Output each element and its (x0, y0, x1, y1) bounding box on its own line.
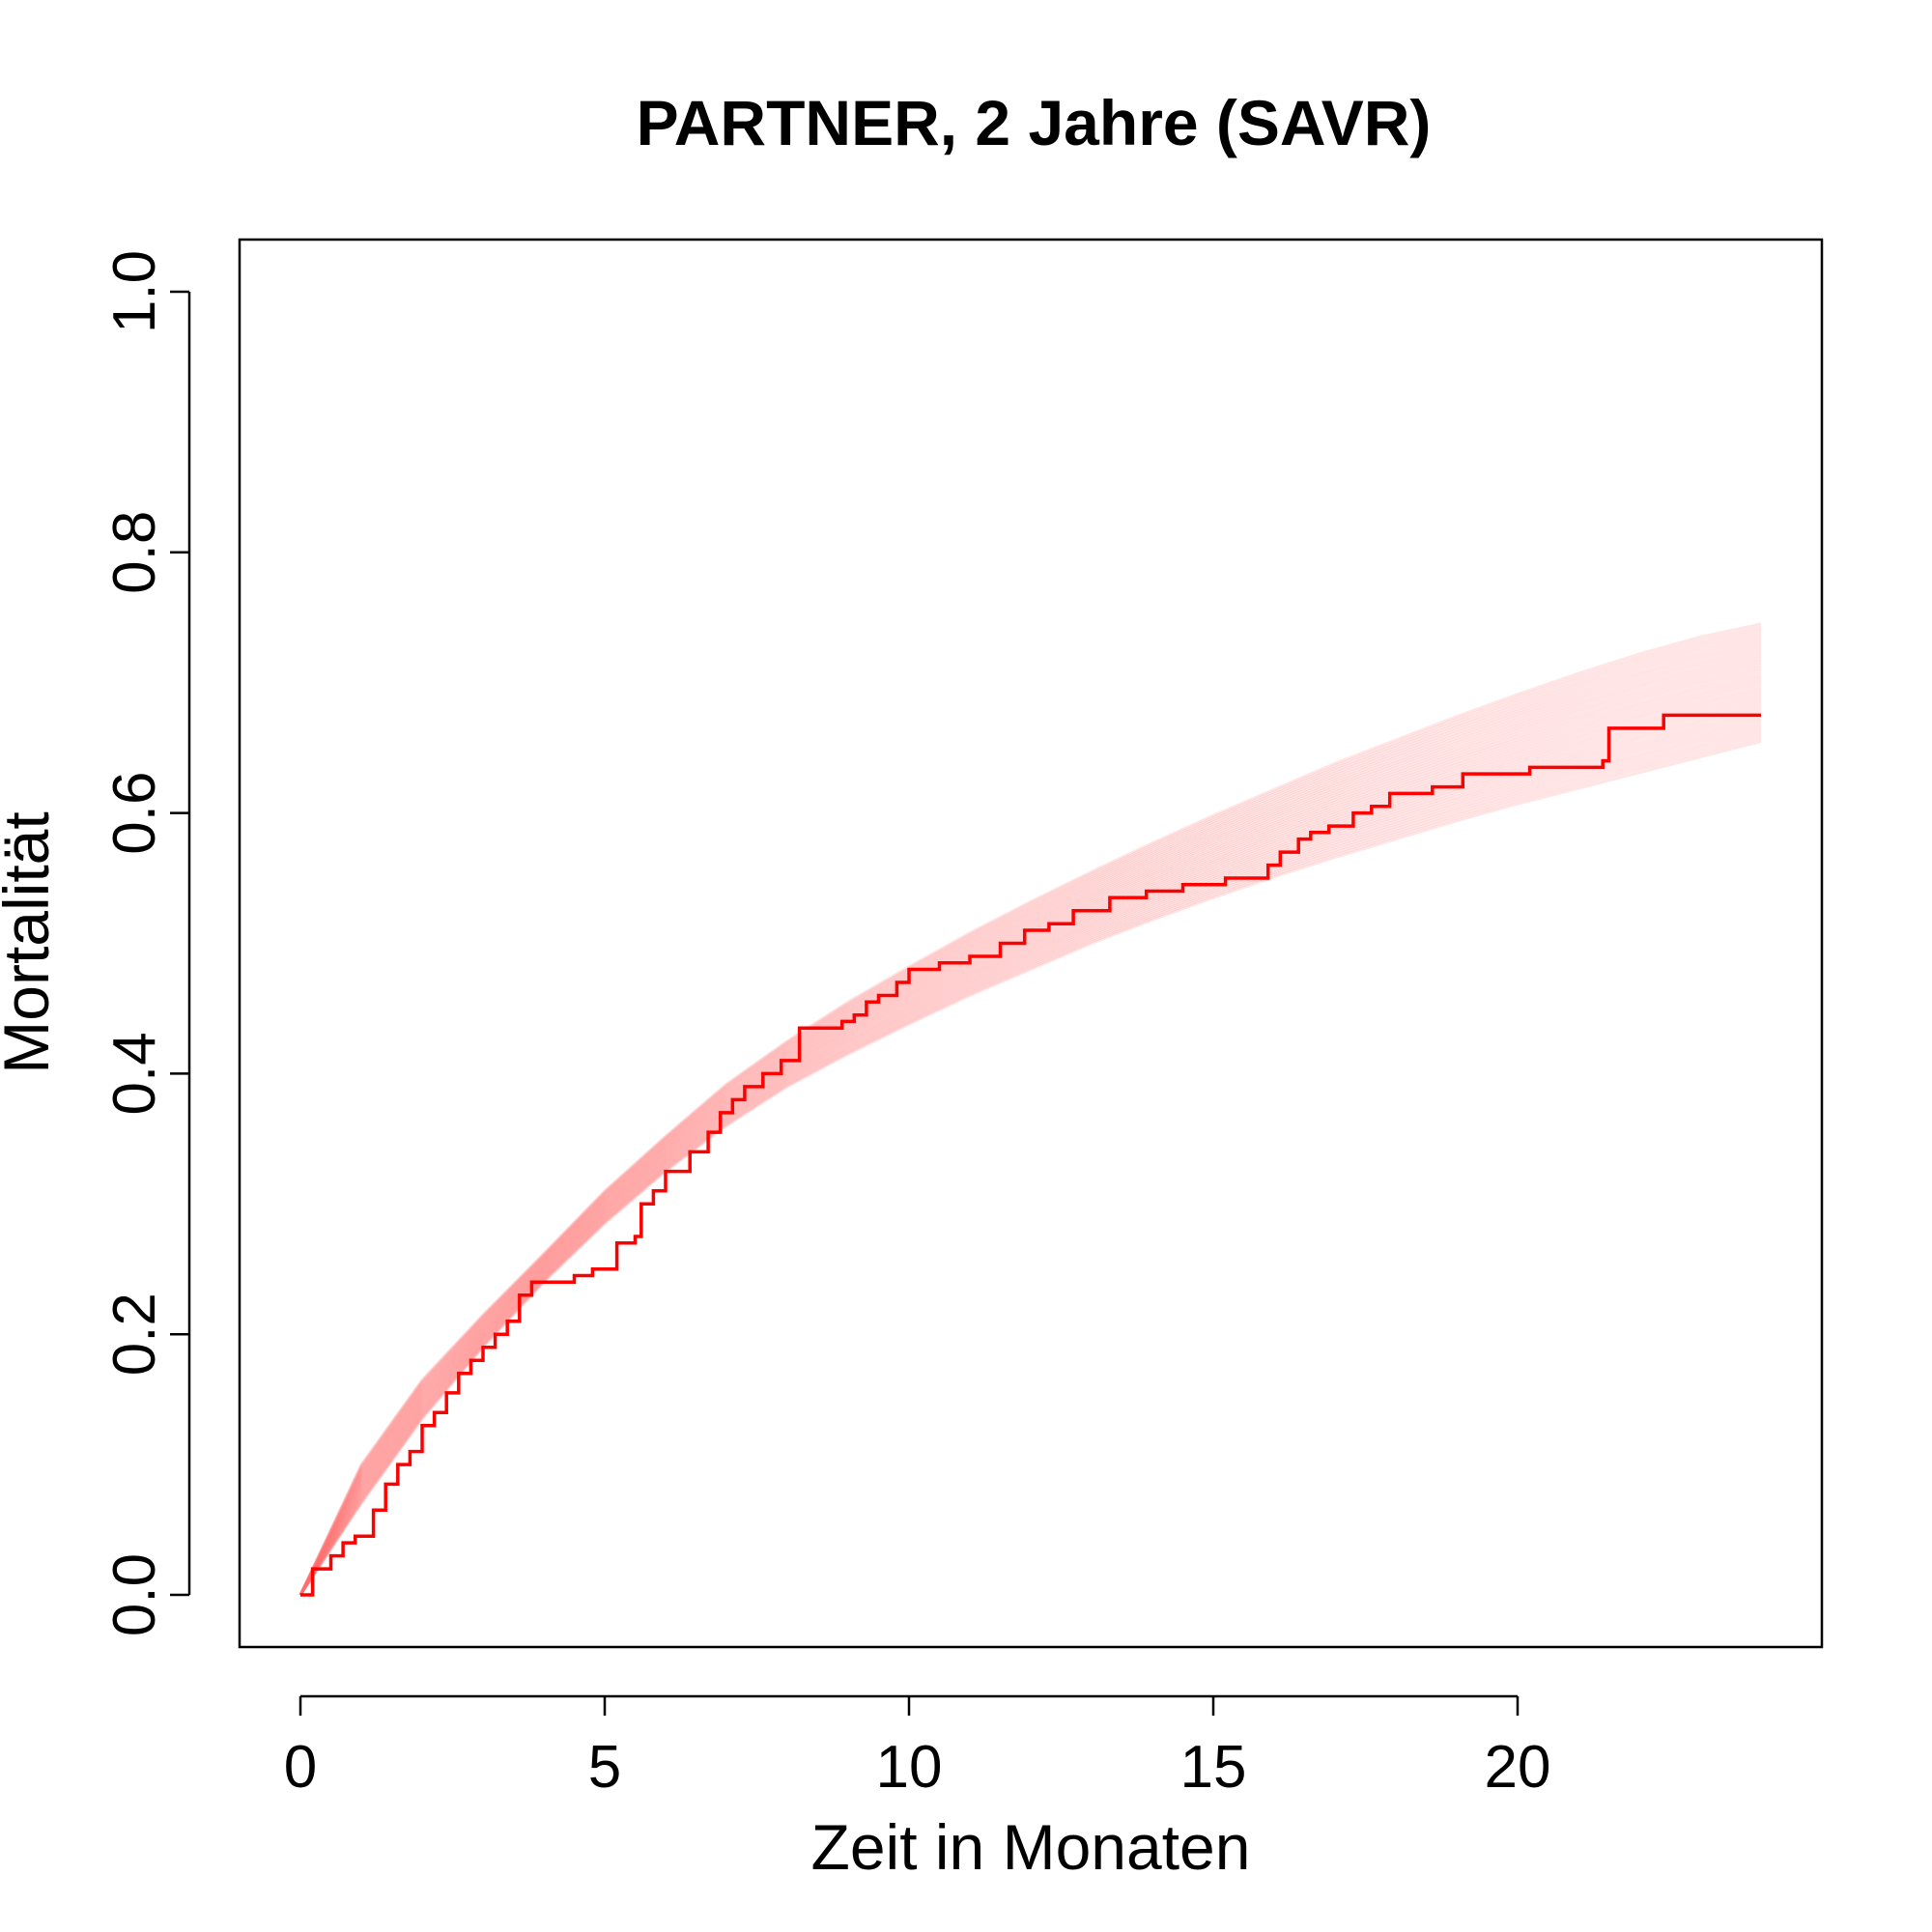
simulated-curve (298, 634, 1762, 1596)
x-tick-label: 15 (1180, 1734, 1247, 1801)
simulated-curve (298, 622, 1762, 1596)
x-tick-label: 10 (876, 1734, 943, 1801)
simulated-curve (298, 695, 1762, 1596)
observed-mortality-line (300, 713, 1761, 1597)
simulated-curve (298, 670, 1762, 1596)
simulated-curve (298, 661, 1762, 1596)
simulated-curve (298, 722, 1762, 1596)
chart-title: PARTNER, 2 Jahre (SAVR) (637, 87, 1432, 158)
simulated-curve (298, 733, 1762, 1596)
x-axis: 0 5 10 15 20 (284, 1694, 1551, 1801)
simulated-curve (298, 739, 1762, 1596)
x-tick-label: 0 (284, 1734, 317, 1801)
simulated-curve (298, 685, 1762, 1596)
simulated-curve (298, 716, 1762, 1596)
simulated-curve (298, 655, 1762, 1596)
simulated-curve (298, 719, 1762, 1596)
simulated-curve (298, 703, 1762, 1596)
simulated-curve (298, 640, 1762, 1596)
y-tick-label: 0.4 (101, 1032, 168, 1115)
simulated-curve (298, 643, 1762, 1596)
x-axis-label: Zeit in Monaten (811, 1811, 1251, 1883)
y-tick-label: 0.6 (101, 771, 168, 854)
simulated-curve (298, 652, 1762, 1596)
simulated-curve (298, 692, 1762, 1596)
x-tick-label: 20 (1485, 1734, 1551, 1801)
simulated-curve (298, 736, 1762, 1596)
simulated-curve (298, 689, 1762, 1596)
simulated-curve (298, 665, 1762, 1596)
simulated-curve (298, 697, 1762, 1596)
simulated-curve (298, 658, 1762, 1596)
simulated-curve (298, 706, 1762, 1596)
y-tick-label: 0.2 (101, 1293, 168, 1376)
simulated-curve (298, 676, 1762, 1596)
x-tick-label: 5 (588, 1734, 621, 1801)
simulated-curve (298, 673, 1762, 1596)
y-axis-label: Mortalität (0, 811, 62, 1073)
simulated-curve (298, 628, 1762, 1596)
simulated-curve (298, 679, 1762, 1596)
y-tick-label: 0.0 (101, 1553, 168, 1636)
y-tick-label: 1.0 (101, 250, 168, 333)
y-tick-label: 0.8 (101, 511, 168, 594)
simulated-curve (298, 700, 1762, 1596)
simulated-curve (298, 631, 1762, 1596)
simulated-curve (298, 724, 1762, 1596)
simulated-curves (298, 622, 1762, 1596)
simulated-curve (298, 682, 1762, 1596)
simulated-curve (298, 668, 1762, 1596)
simulated-curve (298, 709, 1762, 1596)
simulated-curve (298, 646, 1762, 1596)
simulated-curve (298, 730, 1762, 1596)
simulated-curve (298, 638, 1762, 1596)
simulated-curve (298, 649, 1762, 1596)
simulated-curve (298, 712, 1762, 1596)
simulated-curve (298, 625, 1762, 1596)
plot-frame (238, 238, 1824, 1649)
simulated-curve (298, 727, 1762, 1596)
y-axis: 0.0 0.2 0.4 0.6 0.8 1.0 (101, 250, 191, 1636)
